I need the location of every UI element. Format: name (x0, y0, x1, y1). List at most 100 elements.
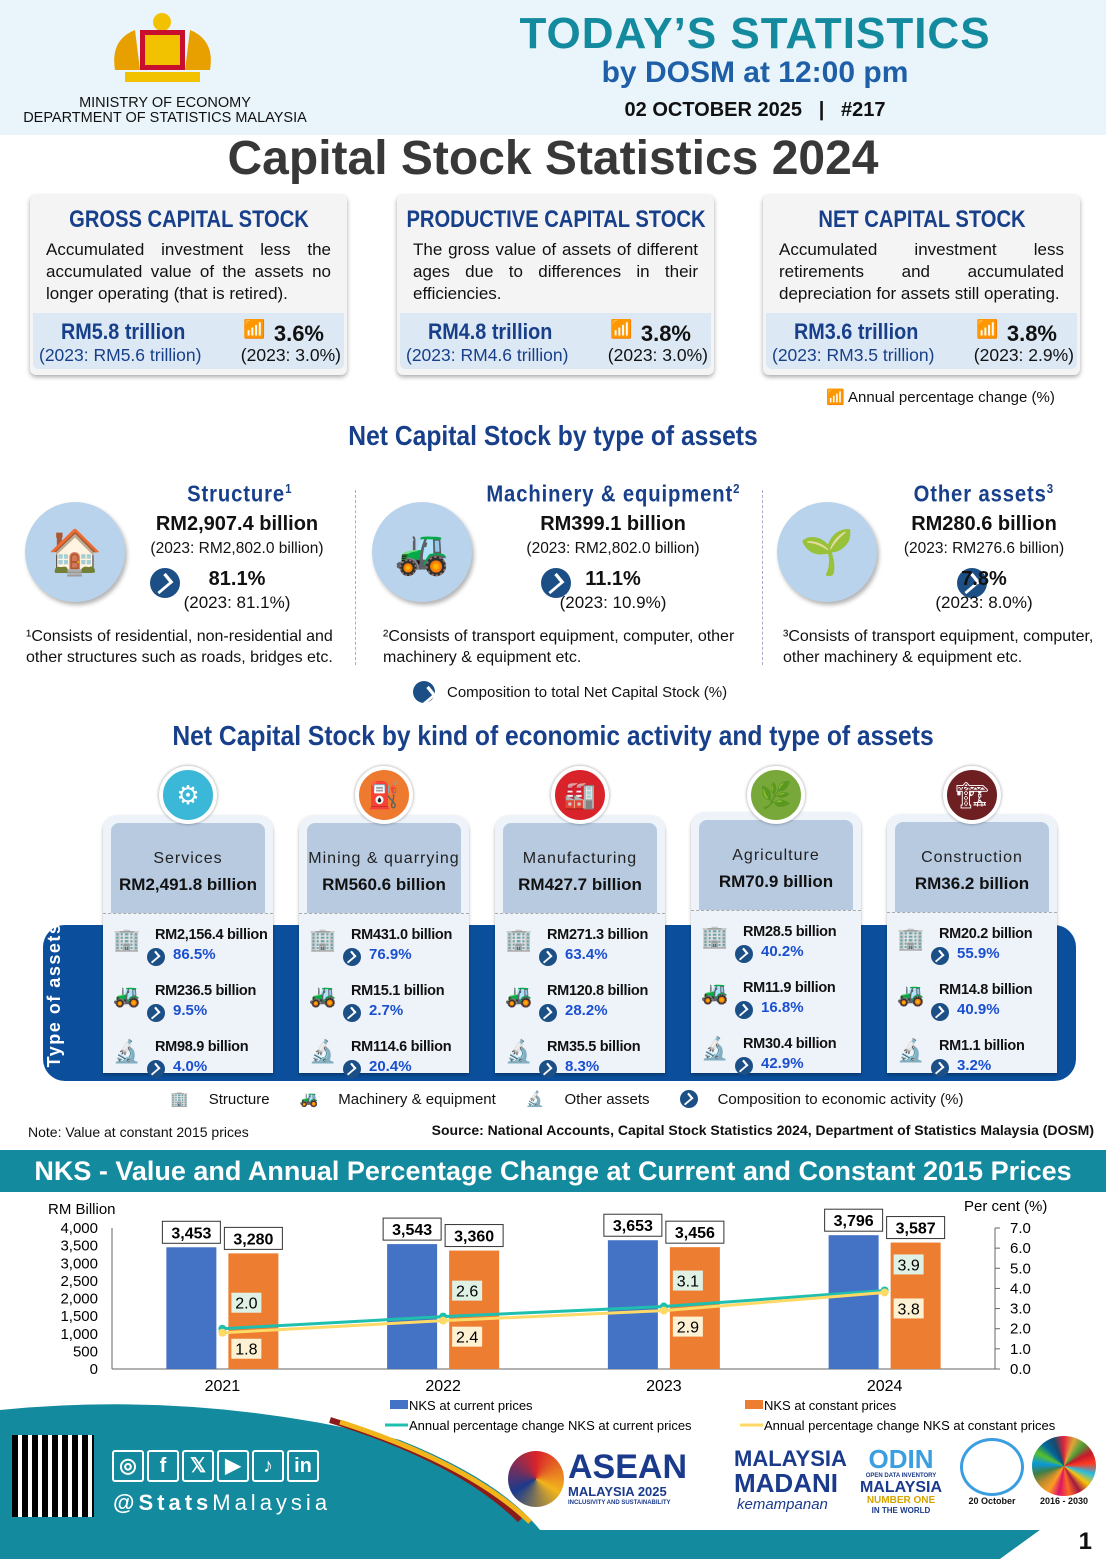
apc-legend-label: Annual percentage change (%) (848, 389, 1055, 406)
line-label-box (893, 1254, 924, 1275)
asset-footnote: ²Consists of transport equipment, comput… (383, 628, 735, 666)
asset-share: 3.2% (957, 1057, 992, 1074)
summary-prev-pct: (2023: 3.0%) (240, 345, 341, 365)
pie-icon (150, 568, 180, 598)
data-label-box (161, 1220, 221, 1244)
summary-title-wrap: GROSS CAPITAL STOCK (30, 205, 347, 235)
y-tick-label: 1,000 (60, 1326, 98, 1343)
building-icon: 🏢 (170, 1091, 189, 1108)
linkedin-icon[interactable]: in (287, 1450, 319, 1482)
line-series (222, 1288, 885, 1331)
bar (449, 1250, 500, 1369)
summary-values: RM5.8 trillion (2023: RM5.6 trillion) 📶 … (33, 313, 344, 369)
bulldozer-icon: 🚜 (299, 1091, 319, 1108)
y2-axis-label: Per cent (%) (964, 1198, 1047, 1215)
odin-l4: NUMBER ONE (866, 1495, 936, 1507)
instagram-icon[interactable]: ◎ (112, 1450, 144, 1482)
bar (166, 1247, 217, 1369)
activity-icon: ⛽ (355, 766, 413, 824)
data-label-box (824, 1208, 884, 1232)
asset-prev-share: (2023: 8.0%) (935, 593, 1033, 612)
header: MINISTRY OF ECONOMY DEPARTMENT OF STATIS… (0, 0, 1106, 135)
divider (299, 913, 469, 914)
asean-emblem (508, 1450, 564, 1507)
asset-share: 55.9% (957, 945, 1000, 962)
asset-share: 42.9% (761, 1055, 804, 1072)
divider (691, 910, 861, 911)
activity-total: RM560.6 billion (322, 875, 446, 894)
asset-name-wrap: Structure1 (187, 475, 292, 508)
department-name: DEPARTMENT OF STATISTICS MALAYSIA (23, 110, 307, 126)
y-axis-label: RM Billion (48, 1201, 116, 1218)
activity-card: Mining & quarrying RM560.6 billion 🏢 RM431… (299, 815, 469, 1078)
asset-amount: RM271.3 billion (547, 927, 649, 943)
y2-tick-label: 0.0 (1010, 1361, 1031, 1378)
x-icon[interactable]: 𝕏 (182, 1450, 214, 1482)
asset-values: RM2,907.4 billion (2023: RM2,802.0 billio… (117, 513, 357, 558)
data-label-box (444, 1224, 504, 1248)
nks-chart: RM Billion Per cent (%) 4,0003,5003,0002,5… (48, 1198, 1056, 1433)
asset-share-value: 7.8% (961, 568, 1007, 590)
asset-amount: RM1.1 billion (939, 1038, 1025, 1054)
bar-data-label: 3,453 (171, 1225, 211, 1242)
header-title: TODAY’S STATISTICS (519, 9, 991, 58)
tiktok-icon[interactable]: ♪ (252, 1450, 284, 1482)
summary-description: The gross value of assets of different a… (413, 240, 698, 303)
summary-title-wrap: PRODUCTIVE CAPITAL STOCK (397, 205, 714, 235)
asset-heading-structure: Structure1 (40, 475, 440, 512)
activity-icon: 🏗 (943, 766, 1001, 824)
youtube-icon[interactable]: ▶ (217, 1450, 249, 1482)
asset-prev-value: (2023: RM276.6 billion) (903, 540, 1065, 557)
activity-name: Services (153, 850, 223, 867)
page-title: Capital Stock Statistics 2024 (227, 132, 879, 185)
legend-machinery: Machinery & equipment (338, 1090, 496, 1108)
asset-prev-value: (2023: RM2,802.0 billion) (526, 540, 700, 557)
pie-icon (735, 1001, 753, 1019)
bar-data-label: 3,543 (392, 1222, 432, 1239)
asset-amount: RM236.5 billion (155, 983, 257, 999)
pie-icon (539, 1004, 557, 1022)
handle-bold: @Stats (113, 1490, 213, 1515)
asset-share: 20.4% (369, 1058, 412, 1075)
legend-composition: Composition to economic activity (%) (717, 1090, 964, 1108)
asean-sub: MALAYSIA 2025 (568, 1484, 667, 1499)
wsd-emblem (960, 1438, 1024, 1496)
asset-share: 16.8% (761, 999, 804, 1016)
bar-data-label: 3,280 (233, 1231, 273, 1248)
odin-l5: IN THE WORLD (871, 1505, 931, 1515)
y-tick-label: 2,000 (60, 1291, 98, 1308)
activity-card: Manufacturing RM427.7 billion 🏢 RM271.3 bi… (495, 815, 665, 1078)
bulldozer-icon: 🚜 (309, 983, 337, 1008)
data-label-box (382, 1217, 442, 1241)
activity-header: Mining & quarrying RM560.6 billion (307, 823, 461, 913)
microscope-icon: 🔬 (525, 1091, 545, 1108)
asset-share: 8.3% (565, 1058, 600, 1075)
bar-chart-icon: 📶 (243, 319, 266, 339)
footer: ◎ f 𝕏 ▶ ♪ in @StatsMalaysia ASEAN MALAYSIA 202… (0, 1400, 1106, 1559)
asset-name-wrap: Other assets3 (914, 475, 1054, 508)
summary-description: Accumulated investment less the accumula… (46, 240, 331, 303)
footnote-marker: 2 (732, 481, 741, 496)
malaysia-madani-logo: MALAYSIA MADANI kemampanan (692, 1448, 852, 1514)
asset-values: RM280.6 billion (2023: RM276.6 billion) (864, 513, 1104, 558)
legend-label: Annual percentage change NKS at constant… (764, 1418, 1056, 1433)
sdg-years: 2016 - 2030 (1039, 1496, 1089, 1506)
asset-prev-value: (2023: RM2,802.0 billion) (150, 540, 324, 557)
asset-value: RM280.6 billion (911, 513, 1057, 535)
facebook-icon[interactable]: f (147, 1450, 179, 1482)
summary-prev-value: (2023: RM3.5 trillion) (772, 345, 935, 365)
asset-share: 86.5% (173, 946, 216, 963)
summary-title-wrap: NET CAPITAL STOCK (763, 205, 1080, 235)
handle-rest: Malaysia (212, 1490, 332, 1515)
asset-share: 81.1% (2023: 81.1%) (167, 568, 307, 613)
divider (762, 490, 763, 665)
y2-tick-label: 6.0 (1010, 1240, 1031, 1257)
pie-icon (343, 948, 361, 966)
data-label-box (886, 1216, 946, 1240)
summary-card: NET CAPITAL STOCK Accumulated investment… (763, 195, 1080, 375)
building-icon: 🏢 (113, 927, 141, 952)
type-of-assets-label: Type of assets (44, 922, 64, 1068)
summary-prev-pct: (2023: 3.0%) (607, 345, 708, 365)
y-tick-label: 3,500 (60, 1238, 98, 1255)
qr-code[interactable] (12, 1435, 94, 1517)
